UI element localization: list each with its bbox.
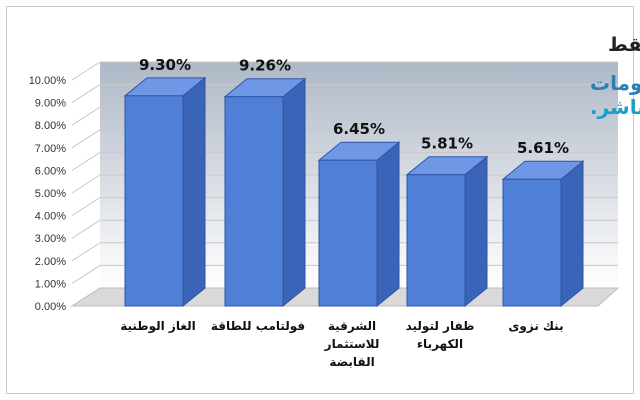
data-label: 9.26% xyxy=(239,57,291,75)
y-tick-label: 8.00% xyxy=(35,120,66,132)
y-tick-label: 3.00% xyxy=(35,233,66,245)
bars xyxy=(123,76,585,308)
y-tick-label: 0.00% xyxy=(35,301,66,313)
y-tick-label: 4.00% xyxy=(35,211,66,223)
chart-title: أكثر 5 أسهم رابحة ببورصة مسقط xyxy=(608,32,640,56)
category-label: ظفار لتوليد xyxy=(406,319,475,334)
bar xyxy=(501,160,585,308)
bar-front xyxy=(502,178,562,307)
category-label: الغاز الوطنية xyxy=(120,319,196,334)
bar-front xyxy=(318,159,378,307)
bar-front xyxy=(124,95,184,307)
bar-front xyxy=(406,174,466,307)
gridline-side xyxy=(71,174,101,194)
data-label: 6.45% xyxy=(333,120,385,138)
category-labels: الغاز الوطنية فولتامب للطاقة الشرقية للاستث… xyxy=(120,319,563,369)
bar-side xyxy=(282,77,306,308)
gridline-side xyxy=(71,129,101,149)
y-axis-ticks: 0.00% 1.00% 2.00% 3.00% 4.00% 5.00% 6.00% 7.00%… xyxy=(29,75,67,313)
data-label: 9.30% xyxy=(139,56,191,74)
y-tick-label: 10.00% xyxy=(29,75,67,87)
logo-line-2: مباشر. xyxy=(590,95,640,119)
logo-line-1: معلومات xyxy=(590,71,640,95)
gridline-side xyxy=(71,151,101,171)
gridline-side xyxy=(71,197,101,217)
data-label: 5.61% xyxy=(517,139,569,157)
bar-side xyxy=(560,160,584,308)
brand-logo: معلومات مباشر. xyxy=(590,71,640,119)
category-label: للاستثمار xyxy=(324,337,380,351)
gridline-side xyxy=(71,84,101,104)
y-tick-label: 6.00% xyxy=(35,165,66,177)
category-label: بنك نزوى xyxy=(508,319,563,334)
gridline-side xyxy=(71,61,101,81)
bar-side xyxy=(376,141,400,308)
bar-side xyxy=(464,155,488,308)
bar-front xyxy=(224,96,284,307)
data-labels: 9.30% 9.26% 6.45% 5.81% 5.61% xyxy=(139,56,569,157)
gridline-side xyxy=(71,242,101,262)
y-tick-label: 9.00% xyxy=(35,98,66,110)
bar xyxy=(223,77,307,308)
gridline-side xyxy=(71,264,101,284)
category-label: الشرقية xyxy=(328,319,376,333)
bar-side xyxy=(182,76,206,308)
bar xyxy=(123,76,207,308)
bar xyxy=(405,155,489,308)
y-tick-label: 2.00% xyxy=(35,256,66,268)
y-tick-label: 7.00% xyxy=(35,143,66,155)
data-label: 5.81% xyxy=(421,135,473,153)
category-label: فولتامب للطاقة xyxy=(211,319,305,334)
y-tick-label: 1.00% xyxy=(35,278,66,290)
bar xyxy=(317,141,401,308)
category-label: الكهرباء xyxy=(417,337,463,351)
gridline-side xyxy=(71,106,101,126)
y-tick-label: 5.00% xyxy=(35,188,66,200)
gridline-side xyxy=(71,219,101,239)
category-label: القابضة xyxy=(329,355,374,369)
